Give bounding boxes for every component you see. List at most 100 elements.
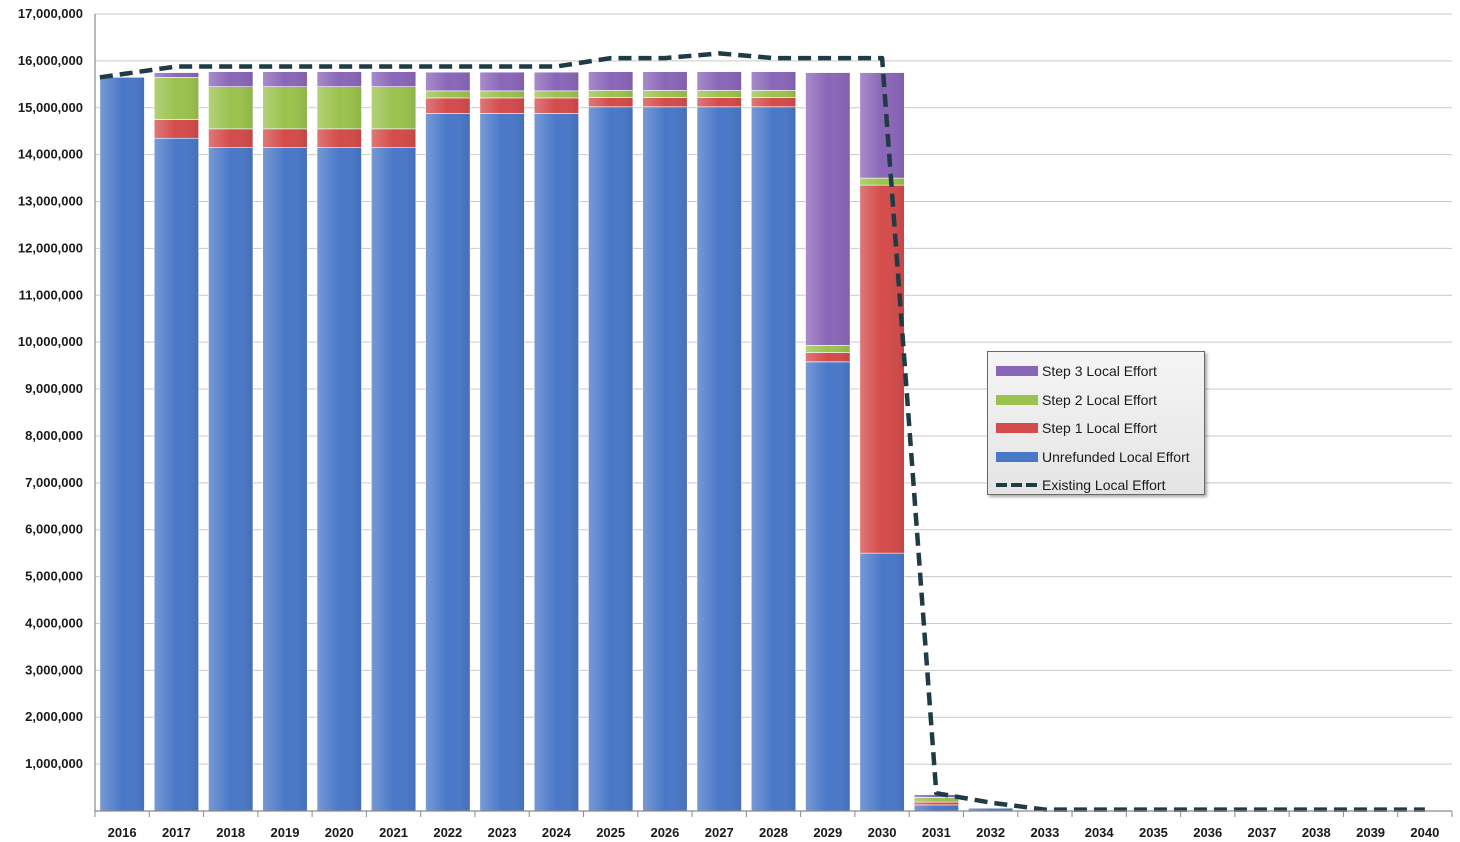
legend-swatch-existing [996,480,1038,490]
bar-shading [859,553,905,811]
y-tick-label: 7,000,000 [25,475,83,490]
bar-shading [588,106,633,812]
x-tick-label: 2029 [813,825,842,840]
legend-swatch-unrefunded [996,451,1038,462]
x-tick-label: 2026 [650,825,679,840]
y-tick-label: 9,000,000 [25,381,83,396]
bar-shading [371,128,416,148]
bar-shading [696,106,742,812]
x-tick-label: 2037 [1248,825,1277,840]
bar-shading [751,97,796,107]
x-tick-label: 2038 [1302,825,1331,840]
y-tick-label: 14,000,000 [18,147,83,162]
bar-shading [914,804,959,811]
legend-label-step3: Step 3 Local Effort [1042,363,1157,380]
x-tick-label: 2020 [325,825,354,840]
x-tick-label: 2039 [1356,825,1385,840]
bar-shading [425,90,471,98]
y-tick-label: 15,000,000 [18,100,83,115]
bar-shading [696,90,742,98]
x-tick-label: 2023 [488,825,517,840]
bar-shading [696,71,742,91]
bar-shading [317,128,362,148]
bar-shading [534,90,579,98]
legend-swatch-step3 [996,366,1038,377]
x-tick-label: 2033 [1030,825,1059,840]
bar-shading [588,90,633,98]
x-tick-label: 2034 [1085,825,1115,840]
bar-shading [99,77,145,811]
x-tick-label: 2025 [596,825,625,840]
bar-shading [751,106,796,812]
x-tick-label: 2028 [759,825,788,840]
bar-shading [479,72,525,91]
legend-label-unrefunded: Unrefunded Local Effort [1042,448,1190,465]
bar-shading [262,147,308,812]
bar-shading [479,90,525,98]
y-tick-label: 17,000,000 [18,6,83,21]
bar-shading [425,72,471,91]
bar-shading [696,97,742,107]
y-tick-label: 5,000,000 [25,569,83,584]
bar-shading [262,71,308,87]
y-tick-label: 6,000,000 [25,522,83,537]
bar-shading [154,77,199,120]
bar-shading [642,97,688,107]
bar-shading [534,72,579,91]
bar-shading [859,72,905,179]
bar-shading [425,97,471,114]
chart-legend: Step 3 Local Effort Step 2 Local Effort … [987,351,1205,495]
x-tick-label: 2036 [1193,825,1222,840]
bar-shading [588,71,633,91]
bars [99,71,1014,812]
x-tick-labels: 2016 2017 2018 2019 2020 2021 2022 2023 2024 2025… [108,825,1440,840]
bar-shading [208,147,253,812]
x-tick-label: 2031 [922,825,951,840]
bar-shading [642,106,688,812]
bar-shading [914,794,959,798]
bar-shading [968,808,1013,811]
legend-swatch-step1 [996,423,1038,434]
bar-shading [208,128,253,148]
y-tick-label: 3,000,000 [25,662,83,677]
x-tick-label: 2018 [216,825,245,840]
legend-item-step2: Step 2 Local Effort [996,386,1204,415]
bar-shading [914,802,959,805]
bar-shading [859,178,905,186]
x-tick-label: 2016 [108,825,137,840]
bar-shading [805,361,851,811]
x-tick-label: 2032 [976,825,1005,840]
bar-shading [154,138,199,812]
y-tick-label: 13,000,000 [18,194,83,209]
x-tick-label: 2022 [433,825,462,840]
bar-shading [262,128,308,148]
bar-shading [534,113,579,812]
legend-item-step3: Step 3 Local Effort [996,357,1204,386]
bar-shading [642,90,688,98]
y-tick-label: 11,000,000 [19,287,83,302]
x-tick-label: 2024 [542,825,572,840]
bar-shading [317,147,362,812]
bar-shading [154,72,199,78]
legend-item-unrefunded: Unrefunded Local Effort [996,443,1204,472]
bar-shading [914,797,959,803]
bar-shading [534,97,579,114]
y-tick-label: 12,000,000 [18,240,83,255]
x-tick-label: 2027 [705,825,734,840]
legend-item-step1: Step 1 Local Effort [996,414,1204,443]
y-tick-label: 2,000,000 [25,709,83,724]
bar-shading [371,147,416,812]
bar-shading [425,113,471,812]
y-tick-label: 10,000,000 [18,334,83,349]
x-tick-label: 2030 [868,825,897,840]
x-tick-label: 2017 [162,825,191,840]
y-tick-label: 1,000,000 [25,756,83,771]
existing-local-effort-path [99,51,1425,812]
bar-shading [805,352,851,362]
bar-shading [479,97,525,114]
y-tick-label: 8,000,000 [25,428,83,443]
x-tick-label: 2019 [271,825,300,840]
bar-shading [479,113,525,812]
legend-label-step2: Step 2 Local Effort [1042,391,1157,408]
